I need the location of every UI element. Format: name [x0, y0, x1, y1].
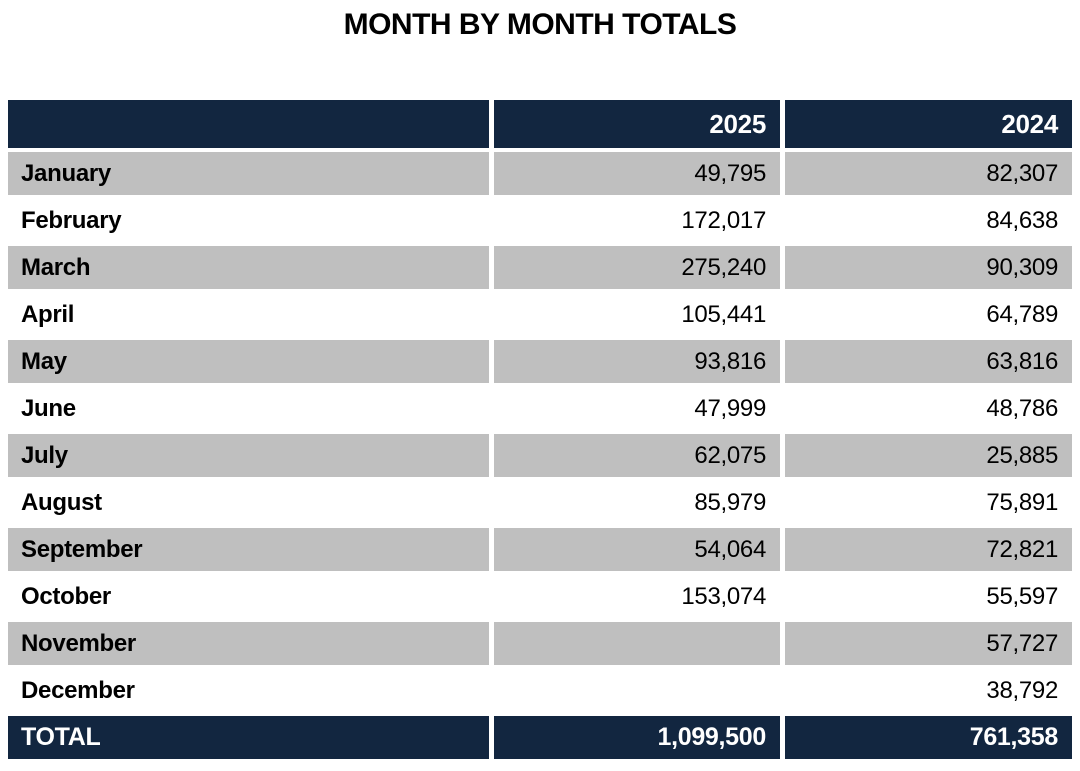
month-label: August	[21, 488, 102, 516]
value-2025: 85,979	[694, 488, 766, 516]
page-title: MONTH BY MONTH TOTALS	[343, 8, 737, 41]
month-label: February	[21, 206, 122, 234]
month-label: January	[8, 152, 489, 195]
value-2024: 55,597	[986, 582, 1058, 610]
value-2025	[494, 669, 780, 712]
value-2024: 38,792	[986, 676, 1058, 704]
value-2025: 105,441	[681, 300, 766, 328]
table-row: May 93,816 63,816	[8, 340, 1072, 383]
month-label: July	[8, 434, 489, 477]
value-2025	[494, 622, 780, 665]
value-2024: 90,309	[785, 246, 1072, 289]
table-row: November 57,727	[8, 622, 1072, 665]
total-2025: 1,099,500	[494, 716, 780, 759]
header-2024: 2024	[785, 100, 1072, 148]
table-row: August 85,979 75,891	[8, 481, 1072, 524]
month-label: September	[8, 528, 489, 571]
table-header-row: 2025 2024	[8, 100, 1072, 148]
value-2025: 49,795	[494, 152, 780, 195]
value-2025: 153,074	[681, 582, 766, 610]
value-2025: 275,240	[494, 246, 780, 289]
value-2024: 63,816	[785, 340, 1072, 383]
value-2024: 84,638	[986, 206, 1058, 234]
table-total-row: TOTAL 1,099,500 761,358	[8, 716, 1072, 759]
total-2024: 761,358	[785, 716, 1072, 759]
table-body: January 49,795 82,307 February 172,017 8…	[8, 152, 1072, 712]
value-2024: 48,786	[986, 394, 1058, 422]
value-2025: 54,064	[494, 528, 780, 571]
total-label: TOTAL	[8, 716, 489, 759]
value-2024: 25,885	[785, 434, 1072, 477]
header-month-column	[8, 100, 489, 148]
value-2024: 72,821	[785, 528, 1072, 571]
totals-table: 2025 2024 January 49,795 82,307 February…	[8, 100, 1072, 759]
table-row: January 49,795 82,307	[8, 152, 1072, 195]
value-2025: 62,075	[494, 434, 780, 477]
value-2024: 75,891	[986, 488, 1058, 516]
month-label: April	[21, 300, 75, 328]
value-2025: 47,999	[694, 394, 766, 422]
value-2025: 93,816	[494, 340, 780, 383]
table-row: September 54,064 72,821	[8, 528, 1072, 571]
month-label: October	[21, 582, 111, 610]
table-row: June 47,999 48,786	[8, 387, 1072, 430]
table-row: July 62,075 25,885	[8, 434, 1072, 477]
month-label: May	[8, 340, 489, 383]
table-row: December 38,792	[8, 669, 1072, 712]
month-label: March	[8, 246, 489, 289]
table-row: March 275,240 90,309	[8, 246, 1072, 289]
month-label: June	[21, 394, 76, 422]
header-2025: 2025	[494, 100, 780, 148]
month-label: December	[21, 676, 135, 704]
value-2024: 57,727	[785, 622, 1072, 665]
table-row: October 153,074 55,597	[8, 575, 1072, 618]
value-2024: 82,307	[785, 152, 1072, 195]
month-label: November	[8, 622, 489, 665]
value-2025: 172,017	[681, 206, 766, 234]
table-row: February 172,017 84,638	[8, 199, 1072, 242]
value-2024: 64,789	[986, 300, 1058, 328]
table-row: April 105,441 64,789	[8, 293, 1072, 336]
